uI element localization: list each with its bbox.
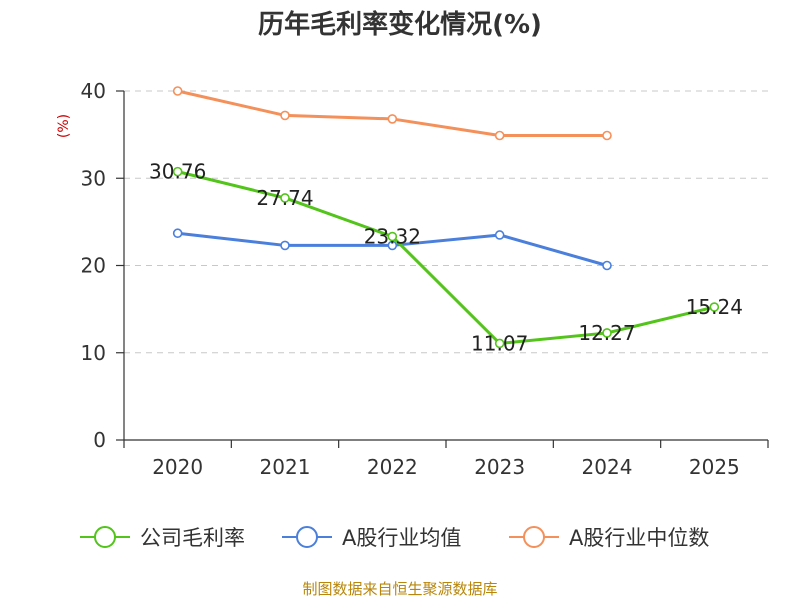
y-axis-label: (%): [56, 114, 72, 138]
data-point: [387, 231, 398, 242]
axes: 0 10 20 30 40 2020 2021 2022 2023 2024 2025: [81, 79, 769, 479]
x-tick-label: 2021: [260, 455, 311, 479]
data-point: [387, 240, 398, 251]
data-point: [602, 260, 612, 271]
x-tick-label: 2020: [152, 455, 203, 479]
data-point: [494, 338, 505, 349]
data-point: [709, 302, 720, 312]
data-point: [387, 114, 398, 124]
x-tick-label: 2025: [689, 455, 740, 479]
data-point: [602, 328, 612, 338]
legend-item: 公司毛利率: [80, 526, 245, 550]
y-tick-label: 30: [81, 166, 106, 190]
data-point: [280, 193, 290, 203]
series-lines: [172, 86, 720, 349]
data-point: [494, 230, 505, 240]
legend-item: A股行业均值: [282, 526, 461, 550]
y-tick-label: 0: [93, 428, 106, 452]
source-note: 制图数据来自恒生聚源数据库: [302, 580, 497, 598]
legend-item: A股行业中位数: [509, 526, 709, 550]
data-point: [172, 86, 183, 96]
data-point: [494, 130, 505, 141]
data-point: [280, 240, 290, 251]
x-tick-label: 2023: [474, 455, 525, 479]
y-tick-label: 10: [81, 341, 106, 365]
data-label: 23.32: [364, 225, 421, 249]
x-tick-label: 2024: [582, 455, 633, 479]
series-line: [177, 89, 607, 137]
y-tick-label: 20: [81, 254, 106, 278]
data-point: [602, 130, 612, 141]
data-label: 12.27: [578, 321, 635, 345]
legend-label: A股行业中位数: [569, 526, 709, 550]
data-label: 15.24: [686, 295, 743, 319]
data-point: [172, 228, 183, 239]
data-point: [172, 166, 183, 177]
legend-label: 公司毛利率: [140, 526, 245, 550]
legend: 公司毛利率 A股行业均值 A股行业中位数: [80, 526, 709, 550]
data-point: [280, 110, 290, 121]
grid-lines: [124, 90, 768, 354]
legend-marker: [94, 526, 116, 548]
chart-title: 历年毛利率变化情况(%): [258, 9, 542, 40]
legend-label: A股行业均值: [342, 526, 461, 550]
data-label: 11.07: [471, 331, 528, 355]
series-line: [177, 170, 715, 345]
x-tick-label: 2022: [367, 455, 418, 479]
y-tick-label: 40: [81, 79, 106, 103]
legend-marker: [296, 526, 318, 548]
data-label: 30.76: [149, 160, 206, 184]
data-label: 27.74: [256, 186, 313, 210]
legend-marker: [523, 526, 545, 548]
data-labels: 30.76 27.74 23.32 11.07 12.27 15.24: [149, 160, 743, 356]
